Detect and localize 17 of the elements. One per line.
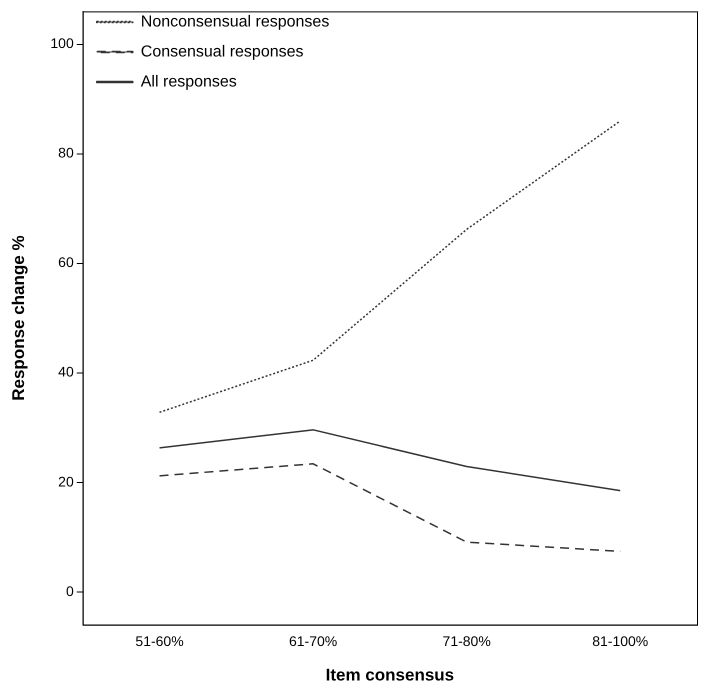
- y-axis-title: Response change %: [8, 235, 28, 401]
- y-tick-label: 100: [50, 35, 74, 52]
- y-tick-label: 20: [58, 473, 74, 490]
- x-tick-label: 81-100%: [592, 633, 648, 650]
- y-tick-label: 40: [58, 364, 74, 380]
- x-tick-label: 61-70%: [288, 633, 338, 650]
- legend-label: Consensual responses: [140, 43, 304, 60]
- x-axis-title: Item consensus: [326, 665, 454, 684]
- line-series: [158, 463, 621, 552]
- y-tick-label: 60: [58, 254, 74, 270]
- legend-label: All responses: [140, 73, 237, 90]
- x-tick-label: 71-80%: [442, 633, 491, 650]
- x-tick-label: 51-60%: [135, 633, 184, 650]
- y-tick-label: 0: [66, 582, 74, 599]
- line-series: [158, 120, 621, 414]
- legend-label: Nonconsensual responses: [140, 13, 330, 30]
- y-tick-label: 80: [58, 144, 74, 161]
